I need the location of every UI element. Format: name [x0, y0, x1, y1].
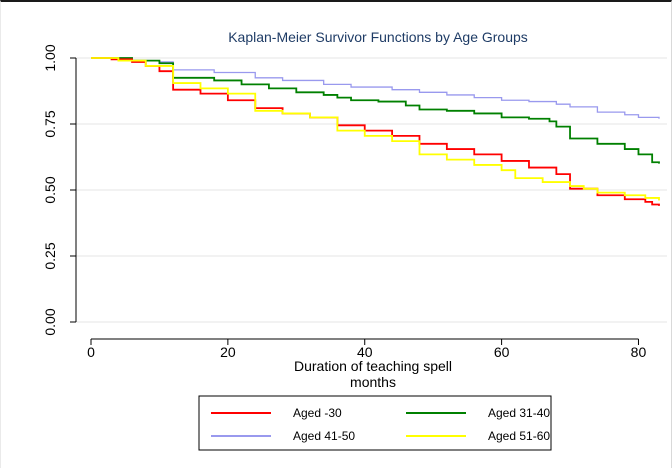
legend-label-1: Aged 31-40 [488, 406, 550, 420]
legend-box [198, 395, 552, 451]
legend-label-0: Aged -30 [293, 406, 342, 420]
series-lines [91, 57, 660, 206]
x-tick-label-4: 80 [631, 344, 647, 360]
x-tick-label-2: 40 [357, 344, 373, 360]
x-tick-label-0: 0 [87, 344, 95, 360]
legend-label-2: Aged 41-50 [293, 429, 355, 443]
x-tick-label-1: 20 [220, 344, 236, 360]
axes: 0.00 0.25 0.50 0.75 1.00 0 20 40 60 80 [42, 44, 646, 360]
x-axis-label-units: months [350, 374, 396, 390]
y-tick-label-3: 0.75 [42, 110, 58, 137]
x-axis-label: Duration of teaching spell [294, 358, 452, 374]
series-line-3 [91, 57, 660, 201]
y-tick-label-2: 0.50 [42, 176, 58, 203]
legend: Aged -30 Aged 31-40 Aged 41-50 Aged 51-60 [198, 395, 552, 451]
gridlines [76, 57, 667, 323]
chart-title: Kaplan-Meier Survivor Functions by Age G… [228, 29, 528, 45]
plot-background [65, 48, 667, 340]
x-tick-label-3: 60 [494, 344, 510, 360]
series-line-1 [91, 57, 660, 164]
y-tick-label-1: 0.25 [42, 242, 58, 269]
y-tick-label-0: 0.00 [42, 308, 58, 335]
y-tick-label-4: 1.00 [42, 44, 58, 71]
legend-label-3: Aged 51-60 [488, 429, 550, 443]
